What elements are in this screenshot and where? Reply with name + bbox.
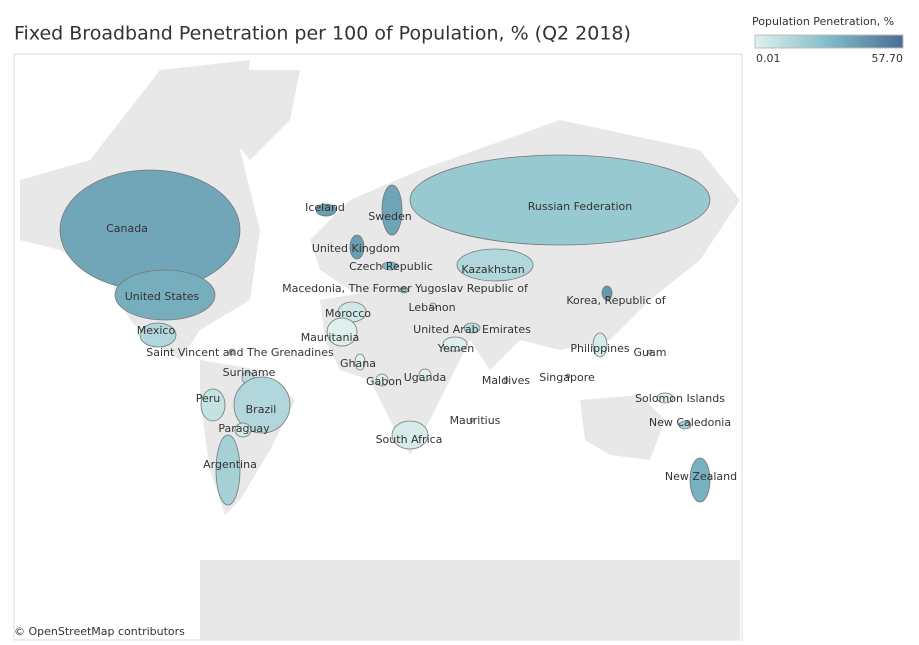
country-region — [215, 434, 241, 506]
attribution: © OpenStreetMap contributors — [14, 625, 185, 638]
legend-title: Population Penetration, % — [752, 15, 894, 28]
country-region — [689, 457, 711, 503]
legend-max: 57.70 — [872, 52, 904, 65]
country-region — [381, 184, 403, 236]
country-region — [647, 349, 653, 355]
country-region — [375, 373, 389, 387]
country-label: Ghana — [340, 357, 376, 370]
country-region — [456, 248, 534, 282]
country-label: Czech Republic — [349, 260, 433, 273]
country-label: Kazakhstan — [461, 263, 524, 276]
country-region — [349, 234, 365, 260]
country-region — [678, 420, 692, 430]
country-region — [391, 420, 429, 450]
country-label: Brazil — [246, 403, 277, 416]
country-label: Argentina — [203, 458, 257, 471]
country-region — [442, 336, 468, 352]
country-label: Singapore — [539, 371, 595, 384]
country-label: Iceland — [305, 201, 345, 214]
country-region — [429, 302, 437, 310]
country-region — [463, 322, 481, 334]
legend-min: 0.01 — [756, 52, 781, 65]
country-label: Mauritius — [450, 414, 501, 427]
country-region — [234, 422, 252, 438]
country-region — [565, 373, 571, 379]
country-label: Maldives — [482, 374, 531, 387]
country-label: United States — [125, 290, 200, 303]
country-label: Korea, Republic of — [566, 294, 666, 307]
country-label: Canada — [106, 222, 148, 235]
country-label: Guam — [634, 346, 667, 359]
country-label: Peru — [196, 392, 221, 405]
country-label: Russian Federation — [528, 200, 632, 213]
country-region — [399, 286, 409, 294]
countries — [59, 154, 711, 506]
legend-gradient — [754, 34, 904, 49]
country-label: United Arab Emirates — [413, 323, 531, 336]
country-label: Saint Vincent and The Grenadines — [146, 346, 334, 359]
country-label: Philippines — [570, 342, 630, 355]
country-label: Uganda — [404, 371, 446, 384]
country-label: New Zealand — [665, 470, 737, 483]
country-region — [418, 368, 432, 382]
title: Fixed Broadband Penetration per 100 of P… — [14, 23, 631, 45]
country-region — [233, 376, 291, 434]
country-label: United Kingdom — [312, 242, 400, 255]
country-label: Suriname — [223, 366, 276, 379]
labels: Canada United States Mexico Saint Vincent a… — [106, 200, 737, 483]
country-region — [601, 285, 613, 301]
country-label: South Africa — [376, 433, 443, 446]
country-label: Sweden — [368, 210, 411, 223]
country-region — [139, 322, 177, 348]
country-label: Yemen — [437, 342, 475, 355]
country-region — [469, 417, 475, 423]
country-region — [592, 332, 608, 358]
country-region — [381, 261, 399, 271]
country-label: New Caledonia — [649, 416, 731, 429]
country-region — [503, 376, 509, 384]
country-label: Solomon Islands — [635, 392, 725, 405]
country-region — [228, 348, 236, 356]
country-region — [200, 388, 226, 422]
country-label: Macedonia, The Former Yugoslav Republic … — [282, 282, 529, 295]
country-region — [354, 353, 366, 371]
country-label: Mauritania — [301, 331, 360, 344]
country-region — [315, 203, 337, 217]
country-region — [114, 269, 216, 321]
country-label: Paraguay — [218, 422, 270, 435]
country-label: Gabon — [366, 375, 402, 388]
country-region — [409, 154, 711, 246]
country-region — [656, 392, 674, 404]
country-label: Mexico — [137, 324, 176, 337]
country-label: Morocco — [325, 307, 371, 320]
country-label: Lebanon — [408, 301, 455, 314]
country-region — [326, 317, 358, 347]
